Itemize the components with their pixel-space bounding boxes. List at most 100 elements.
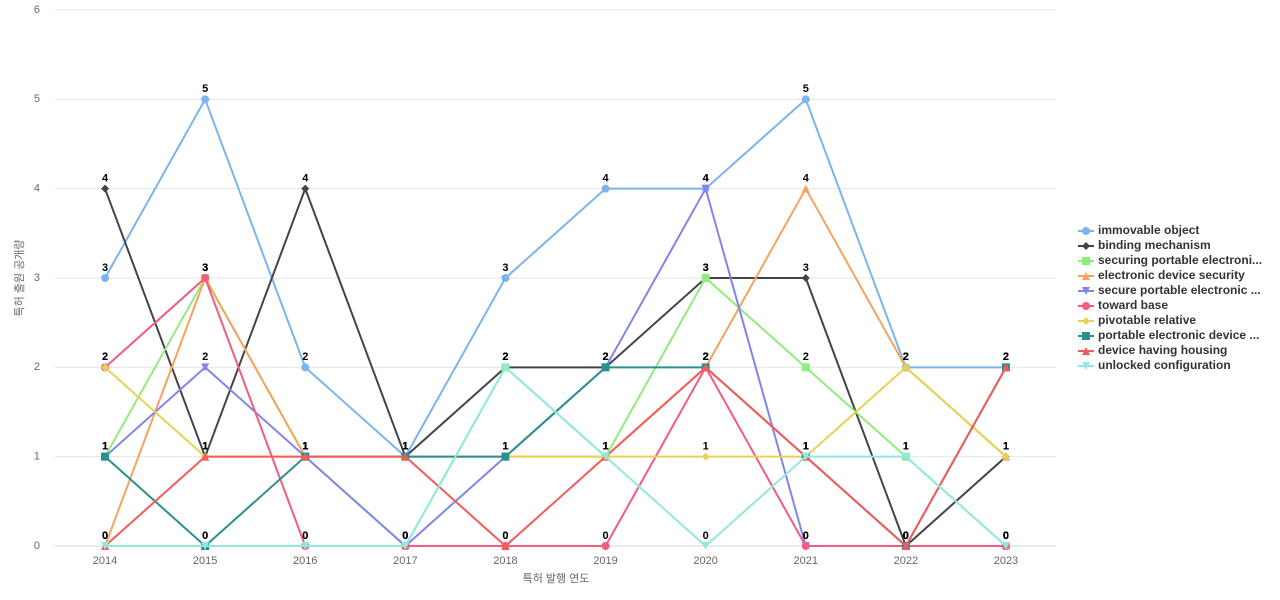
legend-label: securing portable electroni... (1098, 253, 1262, 267)
data-label: 1 (1003, 441, 1009, 453)
data-label: 0 (102, 530, 108, 542)
data-label: 1 (202, 441, 208, 453)
data-label: 5 (803, 83, 809, 95)
data-label: 1 (402, 441, 408, 453)
point (701, 363, 710, 372)
data-label: 2 (1003, 351, 1009, 363)
point (601, 363, 610, 372)
data-label: 4 (302, 173, 309, 185)
point (901, 542, 910, 550)
data-label: 1 (602, 441, 608, 453)
point (501, 363, 510, 372)
data-label: 1 (302, 441, 308, 453)
data-label: 1 (102, 441, 108, 453)
data-label: 0 (903, 530, 909, 542)
legend-symbol (1082, 347, 1090, 355)
data-label: 1 (602, 441, 608, 453)
data-label: 0 (903, 530, 909, 542)
point (701, 184, 710, 193)
point (601, 184, 610, 193)
point (401, 452, 410, 461)
point (201, 542, 210, 550)
y-tick-label: 2 (34, 361, 40, 373)
data-label: 1 (402, 441, 408, 453)
point (101, 452, 110, 461)
data-label: 1 (302, 441, 308, 453)
data-label: 1 (402, 441, 408, 453)
data-label: 1 (602, 441, 608, 453)
x-tick-label: 2022 (894, 555, 918, 567)
point (101, 363, 110, 372)
x-tick-label: 2016 (293, 555, 317, 567)
legend-label: device having housing (1098, 343, 1227, 357)
data-label: 2 (803, 351, 809, 363)
x-tick-label: 2018 (493, 555, 517, 567)
data-label: 2 (102, 351, 108, 363)
data-label: 1 (202, 441, 208, 453)
point (201, 95, 210, 104)
data-label: 0 (1003, 530, 1009, 542)
legend-symbol (1082, 242, 1090, 250)
data-label: 1 (1003, 441, 1009, 453)
data-label: 0 (502, 530, 508, 542)
x-tick-label: 2020 (693, 555, 717, 567)
data-label: 0 (903, 530, 909, 542)
point (701, 274, 710, 282)
legend-symbol (1082, 227, 1090, 235)
point (401, 542, 410, 550)
data-label: 2 (102, 351, 108, 363)
data-label: 1 (402, 441, 408, 453)
data-label: 2 (703, 351, 709, 363)
data-label: 0 (703, 530, 709, 542)
legend-symbol (1082, 272, 1090, 280)
data-label: 2 (602, 351, 608, 363)
legend-symbol (1082, 257, 1090, 265)
y-tick-label: 0 (34, 540, 40, 552)
data-label: 1 (302, 441, 308, 453)
legend-label: immovable object (1098, 223, 1199, 237)
legend-symbol (1082, 362, 1090, 370)
data-label: 1 (402, 441, 408, 453)
x-axis-title: 특허 발행 연도 (523, 572, 590, 585)
legend-symbol (1082, 287, 1090, 295)
data-label: 4 (803, 173, 810, 185)
data-label: 2 (1003, 351, 1009, 363)
data-label: 1 (903, 441, 909, 453)
y-tick-label: 3 (34, 272, 40, 284)
point (1001, 542, 1010, 550)
data-label: 0 (202, 530, 208, 542)
point (801, 452, 810, 461)
data-label: 1 (703, 441, 709, 453)
point (801, 274, 810, 282)
data-label: 1 (502, 441, 508, 453)
data-label: 1 (202, 441, 208, 453)
x-tick-label: 2019 (593, 555, 617, 567)
point (801, 363, 810, 372)
data-label: 1 (402, 441, 408, 453)
data-label: 4 (703, 173, 710, 185)
point (801, 95, 810, 104)
point (1001, 452, 1010, 461)
data-label: 3 (803, 262, 809, 274)
point (101, 184, 110, 193)
data-label: 0 (402, 530, 408, 542)
point (801, 184, 810, 193)
data-label: 0 (102, 530, 108, 542)
data-label: 1 (803, 441, 809, 453)
legend-label: toward base (1098, 298, 1168, 312)
data-label: 3 (703, 262, 709, 274)
data-label: 2 (602, 351, 608, 363)
data-label: 4 (703, 173, 710, 185)
data-label: 1 (903, 441, 909, 453)
point (301, 542, 310, 550)
point (101, 274, 110, 282)
data-label: 1 (602, 441, 608, 453)
data-label: 3 (202, 262, 208, 274)
point (1001, 363, 1010, 372)
point (201, 452, 210, 461)
data-label: 3 (102, 262, 108, 274)
data-label: 1 (102, 441, 108, 453)
data-label: 0 (1003, 530, 1009, 542)
point (701, 542, 710, 550)
data-label: 2 (602, 351, 608, 363)
